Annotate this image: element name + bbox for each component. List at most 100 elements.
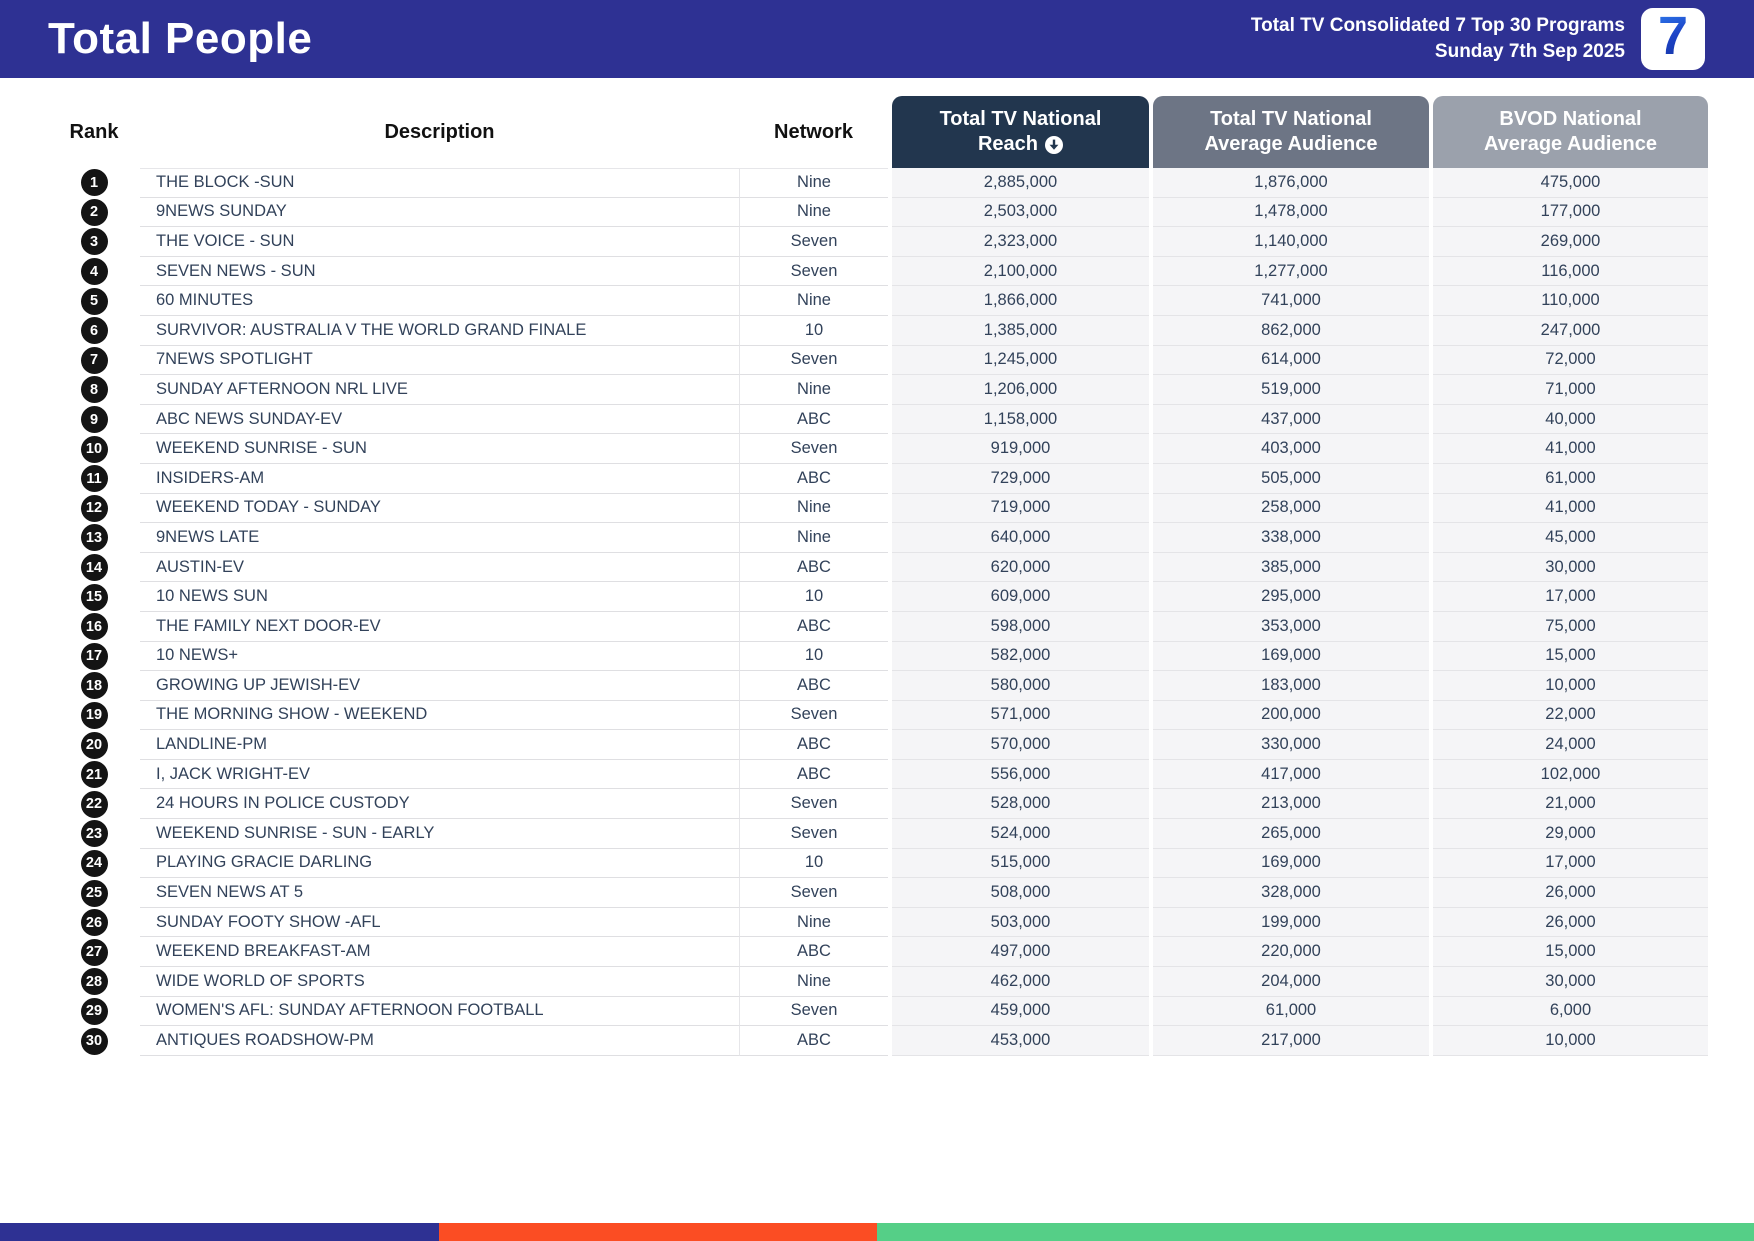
column-gap bbox=[1429, 168, 1433, 198]
description-cell: 7NEWS SPOTLIGHT bbox=[140, 346, 739, 376]
total-tv-average-audience-cell: 328,000 bbox=[1153, 878, 1429, 908]
column-gap bbox=[1149, 493, 1153, 524]
column-gap bbox=[1149, 730, 1153, 760]
column-header-total-tv-average-audience[interactable]: Total TV National Average Audience bbox=[1153, 96, 1429, 168]
rank-badge: 1 bbox=[80, 169, 108, 197]
bvod-average-audience-cell: 110,000 bbox=[1433, 286, 1708, 316]
column-gap bbox=[888, 819, 892, 849]
network-cell: 10 bbox=[739, 315, 888, 346]
column-header-bvod-average-audience[interactable]: BVOD National Average Audience bbox=[1433, 96, 1708, 168]
total-tv-average-audience-cell: 61,000 bbox=[1153, 996, 1429, 1027]
column-gap bbox=[1429, 937, 1433, 968]
rank-cell: 1 bbox=[48, 168, 140, 198]
rank-cell: 28 bbox=[48, 967, 140, 997]
footer-strip-green bbox=[877, 1223, 1754, 1241]
total-tv-reach-cell: 1,866,000 bbox=[892, 286, 1149, 316]
rank-cell: 2 bbox=[48, 198, 140, 228]
total-tv-reach-cell: 459,000 bbox=[892, 996, 1149, 1027]
rank-cell: 10 bbox=[48, 434, 140, 464]
table-row: 13 9NEWS LATE Nine 640,000 338,000 45,00… bbox=[48, 523, 1708, 553]
description-cell: INSIDERS-AM bbox=[140, 464, 739, 494]
network-cell: ABC bbox=[739, 552, 888, 583]
column-header-network: Network bbox=[774, 120, 853, 143]
column-gap bbox=[888, 168, 892, 198]
rank-cell: 7 bbox=[48, 346, 140, 376]
column-gap bbox=[1429, 611, 1433, 642]
bvod-average-audience-cell: 247,000 bbox=[1433, 315, 1708, 346]
table-row: 25 SEVEN NEWS AT 5 Seven 508,000 328,000… bbox=[48, 878, 1708, 908]
column-gap bbox=[888, 96, 892, 168]
rank-cell: 18 bbox=[48, 671, 140, 701]
column-gap bbox=[1429, 996, 1433, 1027]
rank-badge: 7 bbox=[80, 346, 108, 374]
column-header-total-tv-reach[interactable]: Total TV National Reach bbox=[892, 96, 1149, 168]
rank-badge: 30 bbox=[80, 1027, 108, 1055]
description-cell: WOMEN'S AFL: SUNDAY AFTERNOON FOOTBALL bbox=[140, 997, 739, 1027]
rank-cell: 21 bbox=[48, 760, 140, 790]
table-row: 7 7NEWS SPOTLIGHT Seven 1,245,000 614,00… bbox=[48, 345, 1708, 376]
network-cell: ABC bbox=[739, 404, 888, 435]
total-tv-average-audience-cell: 258,000 bbox=[1153, 493, 1429, 524]
column-gap bbox=[888, 641, 892, 672]
column-gap bbox=[888, 907, 892, 938]
network-cell: Seven bbox=[739, 256, 888, 287]
description-cell: 10 NEWS+ bbox=[140, 642, 739, 672]
bvod-average-audience-cell: 15,000 bbox=[1433, 937, 1708, 968]
rank-cell: 16 bbox=[48, 612, 140, 642]
rank-badge: 17 bbox=[80, 642, 108, 670]
column-gap bbox=[1149, 375, 1153, 405]
column-gap bbox=[888, 582, 892, 612]
network-cell: ABC bbox=[739, 730, 888, 760]
table-row: 9 ABC NEWS SUNDAY-EV ABC 1,158,000 437,0… bbox=[48, 404, 1708, 435]
network-cell: Nine bbox=[739, 523, 888, 553]
table-row: 11 INSIDERS-AM ABC 729,000 505,000 61,00… bbox=[48, 463, 1708, 494]
total-tv-average-audience-cell: 403,000 bbox=[1153, 434, 1429, 464]
total-tv-reach-cell: 2,100,000 bbox=[892, 256, 1149, 287]
column-gap bbox=[1429, 907, 1433, 938]
table-row: 17 10 NEWS+ 10 582,000 169,000 15,000 bbox=[48, 641, 1708, 672]
network-cell: ABC bbox=[739, 463, 888, 494]
column-gap bbox=[1149, 641, 1153, 672]
rank-cell: 22 bbox=[48, 789, 140, 819]
column-gap bbox=[1429, 96, 1433, 168]
total-tv-average-audience-cell: 295,000 bbox=[1153, 582, 1429, 612]
column-gap bbox=[888, 759, 892, 790]
total-tv-reach-cell: 719,000 bbox=[892, 493, 1149, 524]
column-gap bbox=[1149, 937, 1153, 968]
column-gap bbox=[1429, 967, 1433, 997]
table-row: 14 AUSTIN-EV ABC 620,000 385,000 30,000 bbox=[48, 552, 1708, 583]
column-gap bbox=[1149, 907, 1153, 938]
rank-badge: 20 bbox=[80, 731, 108, 759]
total-tv-reach-cell: 1,385,000 bbox=[892, 315, 1149, 346]
description-cell: SEVEN NEWS - SUN bbox=[140, 257, 739, 287]
column-gap bbox=[888, 227, 892, 257]
column-gap bbox=[1149, 286, 1153, 316]
total-tv-reach-cell: 2,503,000 bbox=[892, 197, 1149, 228]
column-gap bbox=[1149, 197, 1153, 228]
bvod-average-audience-cell: 15,000 bbox=[1433, 641, 1708, 672]
report-subtitle-line2: Sunday 7th Sep 2025 bbox=[1434, 41, 1625, 62]
rank-badge: 23 bbox=[80, 820, 108, 848]
bvod-average-audience-cell: 29,000 bbox=[1433, 819, 1708, 849]
bvod-average-audience-cell: 475,000 bbox=[1433, 168, 1708, 198]
rank-badge: 22 bbox=[80, 790, 108, 818]
column-gap bbox=[1429, 197, 1433, 228]
column-gap bbox=[1429, 315, 1433, 346]
network-cell: Nine bbox=[739, 493, 888, 524]
description-cell: GROWING UP JEWISH-EV bbox=[140, 671, 739, 701]
rank-badge: 21 bbox=[80, 761, 108, 789]
rank-cell: 19 bbox=[48, 701, 140, 731]
rank-cell: 9 bbox=[48, 405, 140, 435]
total-tv-average-audience-cell: 183,000 bbox=[1153, 671, 1429, 701]
total-tv-reach-cell: 570,000 bbox=[892, 730, 1149, 760]
column-gap bbox=[888, 996, 892, 1027]
footer-color-strip bbox=[0, 1223, 1754, 1241]
description-cell: SURVIVOR: AUSTRALIA V THE WORLD GRAND FI… bbox=[140, 316, 739, 346]
network-cell: Seven bbox=[739, 996, 888, 1027]
total-tv-average-audience-cell: 204,000 bbox=[1153, 967, 1429, 997]
bvod-average-audience-cell: 269,000 bbox=[1433, 227, 1708, 257]
total-tv-average-audience-cell: 614,000 bbox=[1153, 345, 1429, 376]
bvod-average-audience-cell: 26,000 bbox=[1433, 878, 1708, 908]
total-tv-average-audience-cell: 1,478,000 bbox=[1153, 197, 1429, 228]
total-tv-reach-cell: 582,000 bbox=[892, 641, 1149, 672]
